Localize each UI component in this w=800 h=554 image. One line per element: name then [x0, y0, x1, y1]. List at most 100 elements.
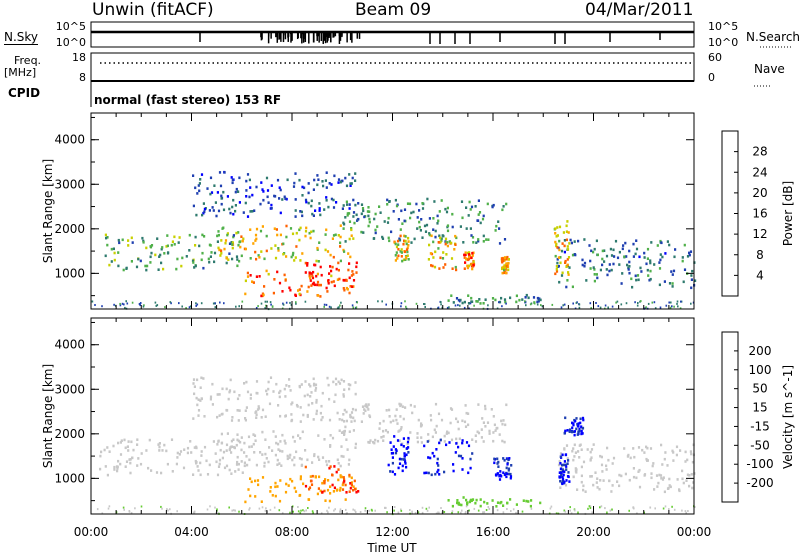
echo-cell: [446, 224, 450, 227]
echo-cell: [382, 419, 385, 423]
echo-cell: [192, 473, 195, 476]
echo-cell: [434, 235, 437, 239]
echo-cell: [244, 418, 247, 422]
noise-cell: [299, 512, 302, 515]
echo-cell: [223, 247, 226, 251]
echo-cell: [474, 205, 477, 208]
echo-cell: [348, 203, 351, 206]
echo-cell: [290, 418, 294, 422]
echo-cell: [348, 262, 351, 265]
echo-cell: [346, 288, 349, 291]
echo-cell: [246, 215, 250, 218]
echo-cell: [621, 247, 624, 251]
echo-cell: [476, 430, 479, 434]
echo-cell: [145, 449, 148, 452]
echo-cell: [367, 206, 370, 209]
echo-cell: [573, 455, 576, 458]
echo-cell: [691, 269, 694, 273]
echo-cell: [317, 260, 320, 263]
echo-cell: [230, 176, 233, 179]
echo-cell: [99, 467, 102, 471]
echo-cell: [338, 277, 341, 281]
echo-cell: [572, 422, 575, 425]
noise-cell: [122, 506, 125, 509]
noise-cell: [421, 506, 424, 509]
echo-cell: [455, 442, 458, 445]
noise-cell: [437, 511, 439, 514]
echo-cell: [360, 230, 363, 234]
noise-cell: [440, 507, 442, 509]
echo-cell: [605, 268, 608, 271]
noise-cell: [506, 508, 508, 510]
noise-cell: [270, 303, 272, 306]
echo-cell: [344, 498, 347, 501]
echo-cell: [228, 242, 232, 245]
echo-cell: [290, 413, 293, 416]
echo-cell: [117, 264, 120, 268]
echo-cell: [225, 257, 228, 260]
echo-cell: [289, 389, 292, 392]
echo-cell: [121, 238, 124, 242]
echo-cell: [196, 192, 199, 195]
echo-cell: [367, 403, 370, 406]
echo-cell: [638, 485, 642, 489]
noise-cell: [235, 305, 237, 308]
echo-cell: [423, 224, 427, 228]
echo-cell: [638, 468, 641, 472]
echo-cell: [599, 268, 602, 272]
echo-cell: [244, 201, 247, 205]
echo-cell: [393, 473, 397, 476]
echo-cell: [337, 178, 341, 181]
noise-cell: [550, 505, 553, 508]
echo-cell: [364, 409, 367, 413]
echo-cell: [373, 441, 376, 445]
noise-cell: [468, 509, 470, 512]
echo-cell: [316, 246, 319, 250]
nsearch-tick-bottom: 10^0: [708, 36, 738, 49]
echo-cell: [343, 388, 346, 391]
echo-cell: [327, 479, 330, 482]
noise-cell: [599, 306, 602, 309]
echo-cell: [255, 463, 258, 467]
echo-cell: [405, 465, 408, 469]
nave-tick-top: 60: [708, 51, 722, 64]
echo-cell: [630, 277, 633, 281]
echo-cell: [623, 255, 626, 258]
noise-cell: [636, 512, 638, 515]
noise-cell: [654, 307, 657, 310]
echo-cell: [342, 393, 345, 396]
echo-cell: [616, 480, 619, 483]
noise-cell: [333, 509, 335, 512]
echo-cell: [457, 501, 460, 505]
echo-cell: [440, 237, 443, 240]
echo-cell: [498, 300, 502, 304]
echo-cell: [372, 440, 375, 444]
noise-cell: [690, 302, 692, 305]
echo-cell: [472, 264, 475, 267]
noise-cell: [574, 509, 576, 512]
noise-cell: [590, 307, 592, 310]
echo-cell: [353, 479, 356, 483]
echo-cell: [257, 407, 261, 410]
echo-cell: [439, 256, 442, 260]
echo-cell: [561, 242, 564, 245]
echo-cell: [291, 401, 294, 404]
echo-cell: [505, 403, 508, 407]
echo-cell: [285, 235, 288, 239]
echo-cell: [236, 397, 240, 401]
echo-cell: [394, 259, 397, 262]
echo-cell: [431, 264, 434, 268]
echo-cell: [260, 250, 263, 253]
echo-cell: [311, 274, 314, 278]
echo-cell: [649, 259, 652, 262]
echo-cell: [671, 449, 674, 453]
echo-cell: [626, 455, 629, 458]
echo-cell: [405, 248, 409, 251]
echo-cell: [395, 245, 399, 249]
echo-cell: [456, 499, 459, 502]
colorbar-tick-label: 200: [749, 344, 772, 358]
echo-cell: [661, 255, 664, 259]
echo-cell: [475, 300, 478, 303]
noise-cell: [628, 509, 630, 512]
